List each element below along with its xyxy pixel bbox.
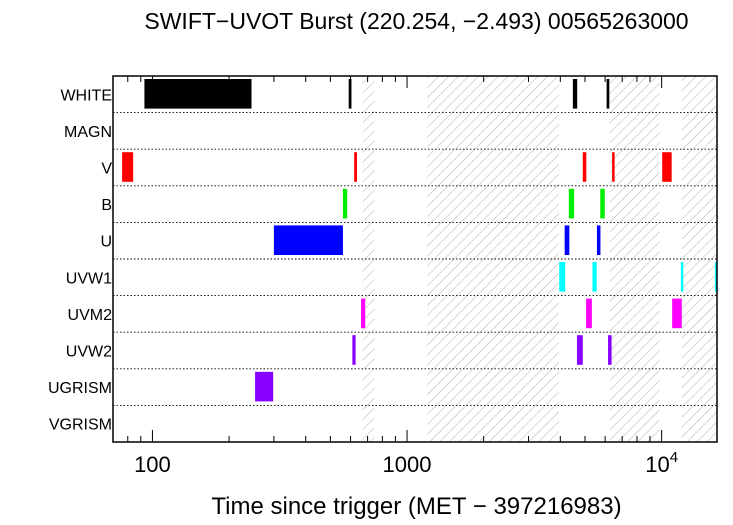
plot-frame xyxy=(112,75,718,443)
chart-title: SWIFT−UVOT Burst (220.254, −2.493) 00565… xyxy=(144,8,689,34)
row-dividers xyxy=(113,112,717,406)
x-axis-label: Time since trigger (MET − 397216983) xyxy=(211,493,622,520)
exposure-bar-u-0 xyxy=(273,225,343,255)
exposure-bar-uvm2-2 xyxy=(672,298,682,329)
exposure-bar-white-2 xyxy=(572,79,578,109)
filter-label-uvw2: UVW2 xyxy=(66,344,112,361)
exposure-bar-uvw1-3 xyxy=(714,262,717,292)
filter-label-magn: MAGN xyxy=(64,124,112,141)
filter-label-ugrism: UGRISM xyxy=(48,380,112,397)
exposure-bar-u-2 xyxy=(596,225,601,255)
filter-labels: WHITE MAGN V B U UVW1 UVM2 UVW2 UGRISM VGRISM xyxy=(48,87,112,433)
filter-label-white: WHITE xyxy=(60,87,112,104)
exposure-bar-v-4 xyxy=(662,152,672,182)
filter-label-uvw1: UVW1 xyxy=(66,270,112,287)
exposure-bar-uvw2-2 xyxy=(608,335,612,365)
filter-label-vgrism: VGRISM xyxy=(49,417,112,434)
x-axis-ticks: 100 1000 104 xyxy=(112,76,678,477)
exposure-bar-v-2 xyxy=(582,152,587,182)
filter-label-v: V xyxy=(101,161,112,178)
x-tick-label: 104 xyxy=(645,449,678,477)
filter-label-b: B xyxy=(101,197,112,214)
exposure-bar-uvw2-0 xyxy=(352,335,356,365)
exposure-bar-white-3 xyxy=(606,79,610,109)
exposure-bar-uvm2-1 xyxy=(586,298,592,329)
exposure-bar-ugrism-0 xyxy=(255,371,274,402)
x-tick-label: 1000 xyxy=(383,452,432,477)
exposure-bar-uvw2-1 xyxy=(576,335,583,365)
exposure-bar-uvm2-0 xyxy=(361,298,366,329)
exposure-bar-v-0 xyxy=(122,152,134,182)
exposure-bar-b-1 xyxy=(568,188,575,219)
exposure-bar-b-0 xyxy=(342,188,348,219)
exposure-bar-uvw1-2 xyxy=(680,262,684,292)
exposure-bar-v-1 xyxy=(354,152,357,182)
exposure-bar-v-3 xyxy=(612,152,615,182)
filter-label-u: U xyxy=(100,234,112,251)
exposure-bar-b-2 xyxy=(600,188,605,219)
exposure-bar-white-1 xyxy=(348,79,352,109)
exposure-bar-uvw1-0 xyxy=(559,262,566,292)
exposure-bar-uvw1-1 xyxy=(592,262,597,292)
exposure-bar-u-1 xyxy=(564,225,570,255)
filter-label-uvm2: UVM2 xyxy=(68,307,113,324)
exposure-bars xyxy=(122,79,717,402)
x-tick-label: 100 xyxy=(134,452,171,477)
exposure-bar-white-0 xyxy=(144,79,252,109)
